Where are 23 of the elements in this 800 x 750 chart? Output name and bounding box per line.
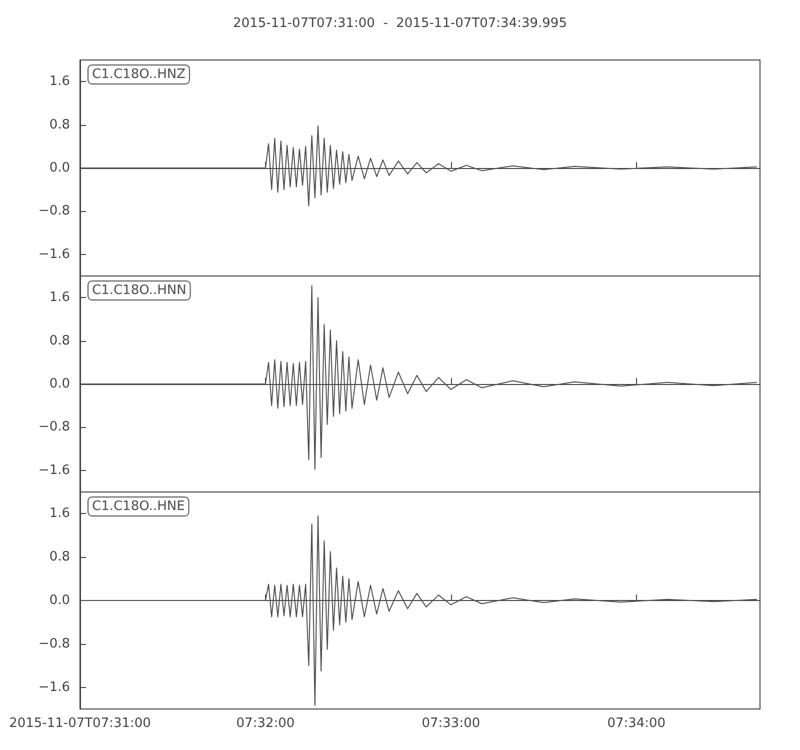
y-tick-label: 0.0 (49, 376, 70, 392)
y-tick-label: −0.8 (38, 636, 70, 652)
x-tick-label: 07:32:00 (236, 716, 295, 731)
y-tick-label: 1.6 (49, 506, 70, 522)
y-tick-label: 0.0 (49, 160, 70, 176)
text: C1.C18O..HNZ (92, 67, 186, 82)
text: C1.C18O..HNE (92, 499, 185, 514)
text: C1.C18O..HNN (92, 283, 186, 298)
y-tick-label: −1.6 (38, 246, 70, 262)
y-tick-label: 0.0 (49, 593, 70, 608)
y-tick-label: −0.8 (38, 204, 70, 219)
y-tick-label: 0.8 (49, 550, 70, 565)
chart-title: 2015-11-07T07:31:00 - 2015-11-07T07:34:39.995 (233, 16, 567, 31)
y-tick-label: −0.8 (38, 420, 70, 435)
y-tick-label: 1.6 (49, 290, 70, 306)
y-tick-label: 0.8 (49, 117, 70, 132)
x-tick-label: 07:33:00 (422, 716, 480, 731)
x-tick-label: 07:34:00 (607, 716, 666, 731)
x-tick-label: 2015-11-07T07:31:00 (9, 716, 151, 731)
y-tick-label: −1.6 (38, 462, 70, 478)
y-tick-label: 1.6 (49, 74, 70, 90)
y-tick-label: 0.8 (49, 333, 70, 348)
y-tick-label: −1.6 (38, 680, 70, 695)
